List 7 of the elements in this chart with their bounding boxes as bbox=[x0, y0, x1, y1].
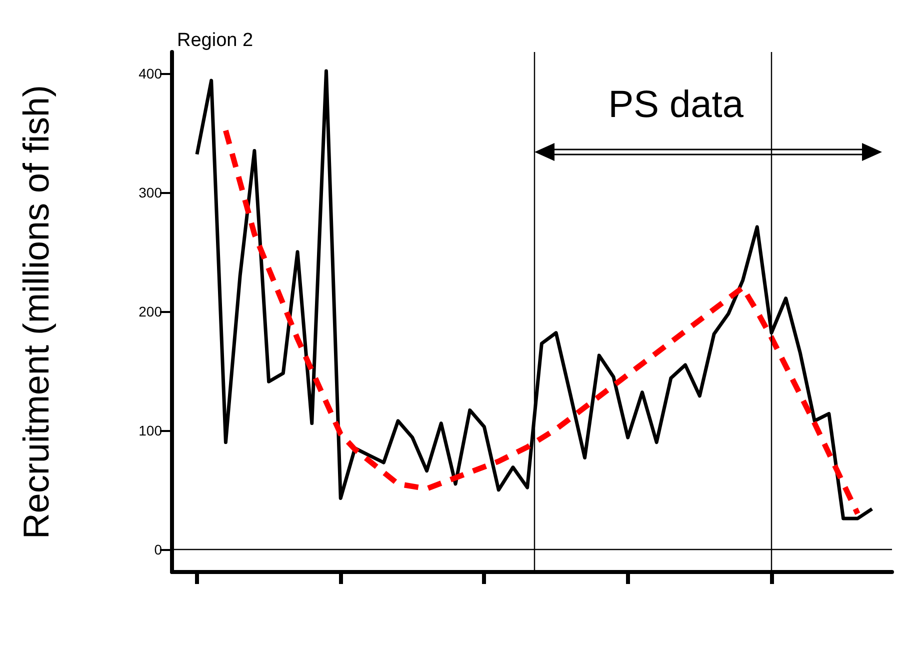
chart-title: Region 2 bbox=[177, 30, 254, 51]
y-tick-label: 200 bbox=[138, 303, 162, 320]
y-axis-title: Recruitment (millions of fish) bbox=[16, 84, 56, 540]
annotation: PS data bbox=[608, 84, 744, 126]
y-tick-label: 400 bbox=[138, 65, 162, 82]
y-tick-label: 100 bbox=[138, 422, 162, 438]
y-tick-label: 300 bbox=[138, 184, 162, 200]
